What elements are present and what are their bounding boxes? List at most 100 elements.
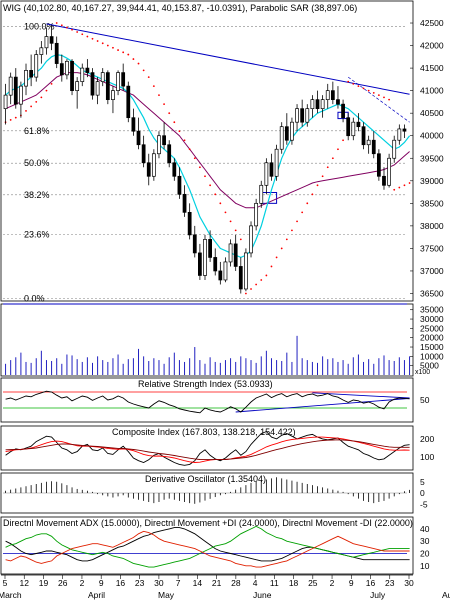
sar-dot: [255, 283, 258, 286]
month-label: March: [0, 590, 22, 600]
fib-label: 61.8%: [24, 126, 50, 136]
sar-dot: [55, 22, 58, 24]
candle-body: [290, 121, 294, 141]
sar-dot: [265, 274, 268, 277]
candle-body: [259, 184, 264, 204]
fib-label: 100.0%: [24, 22, 55, 32]
candle-body: [254, 202, 259, 227]
sar-dot: [337, 148, 339, 151]
candle-body: [157, 135, 161, 155]
candle-body: [39, 47, 44, 55]
candle-body: [19, 85, 23, 105]
candle-body: [346, 117, 351, 137]
dmi-panel: Directnl Movement ADX (15.0000), Directn…: [0, 516, 414, 575]
sar-dot: [357, 85, 360, 88]
sar-dot: [372, 91, 375, 94]
candle-body: [238, 266, 243, 290]
candle-body: [284, 126, 289, 141]
candle-body: [116, 72, 120, 91]
candle-body: [70, 60, 74, 91]
sar-dot: [106, 44, 109, 47]
sar-dot: [122, 51, 125, 54]
rsi-title: Relative Strength Index (53.0933): [138, 379, 273, 389]
candle-body: [244, 252, 248, 290]
sar-dot: [301, 211, 304, 214]
x-tick-label: 30: [404, 578, 414, 588]
rsi-tick-label: 50: [420, 395, 430, 405]
sar-dot: [66, 26, 68, 29]
dmi-tick-label: 30: [420, 536, 430, 546]
sar-dot: [86, 35, 89, 38]
candle-body: [228, 243, 233, 263]
price-tick-label: 38500: [420, 198, 444, 208]
dmi-series-di: [5, 530, 410, 568]
candle-body: [146, 162, 151, 177]
candle-body: [75, 81, 80, 91]
candle-body: [136, 130, 141, 146]
price-tick-label: 36500: [420, 288, 444, 298]
sar-dot: [198, 166, 201, 169]
price-panel: WIG (40,102.80, 40,167.27, 39,944.41, 40…: [0, 0, 414, 302]
price-tick-label: 39500: [420, 153, 444, 163]
sar-dot: [76, 31, 79, 33]
sar-dot: [275, 256, 278, 259]
candle-body: [162, 135, 166, 146]
candle-body: [167, 144, 172, 164]
sar-dot: [158, 94, 160, 97]
sar-dot: [234, 229, 237, 232]
x-tick-label: 26: [58, 578, 68, 588]
candle-body: [223, 261, 228, 281]
candle-body: [121, 72, 126, 87]
candle-body: [402, 128, 407, 132]
fib-label: 50.0%: [24, 158, 50, 168]
sar-dot: [352, 82, 355, 85]
candle-body: [356, 121, 361, 128]
sar-dot: [168, 112, 171, 115]
candle-body: [8, 76, 13, 96]
candle-body: [305, 108, 310, 123]
x-tick-label: 25: [308, 578, 318, 588]
sar-dot: [229, 220, 232, 223]
x-tick-label: 23: [135, 578, 145, 588]
month-label: April: [88, 590, 105, 600]
candle-body: [320, 99, 325, 110]
sar-dot: [362, 87, 365, 90]
sar-dot: [367, 89, 370, 92]
volume-tick-label: 35000: [420, 305, 444, 315]
x-tick-label: 5: [3, 578, 8, 588]
candle-body: [218, 270, 223, 281]
sar-dot: [316, 184, 319, 187]
sar-dot: [14, 116, 17, 119]
candle-body: [371, 139, 376, 155]
candle-body: [24, 69, 28, 87]
candle-body: [198, 252, 202, 276]
sar-dot: [219, 202, 222, 205]
month-label: Au: [442, 590, 450, 600]
month-label: July: [370, 590, 386, 600]
price-tick-label: 41000: [420, 86, 444, 96]
sar-dot: [152, 85, 155, 88]
candle-body: [351, 121, 356, 137]
candle-body: [366, 139, 371, 146]
volume-tick-label: 5000: [420, 361, 439, 371]
x-tick-label: 18: [289, 578, 299, 588]
derivative-tick-label: -5: [420, 499, 428, 509]
x-tick-label: 14: [193, 578, 203, 588]
candle-body: [341, 103, 345, 119]
rsi-panel: Relative Strength Index (53.0933): [0, 377, 414, 423]
candle-body: [59, 63, 64, 76]
volume-unit-label: x100: [415, 369, 430, 376]
derivative-tick-label: 0: [420, 488, 425, 498]
sar-dot: [377, 94, 380, 97]
candle-body: [295, 108, 299, 123]
sar-dot: [96, 40, 99, 42]
fib-label: 0.0%: [24, 293, 45, 303]
sar-dot: [270, 265, 273, 268]
sar-dot: [178, 130, 181, 133]
x-tick-label: 16: [366, 578, 376, 588]
candle-body: [80, 67, 85, 82]
sar-dot: [132, 58, 135, 60]
sar-dot: [101, 42, 104, 45]
candle-body: [315, 99, 320, 110]
x-tick-label: 23: [385, 578, 395, 588]
